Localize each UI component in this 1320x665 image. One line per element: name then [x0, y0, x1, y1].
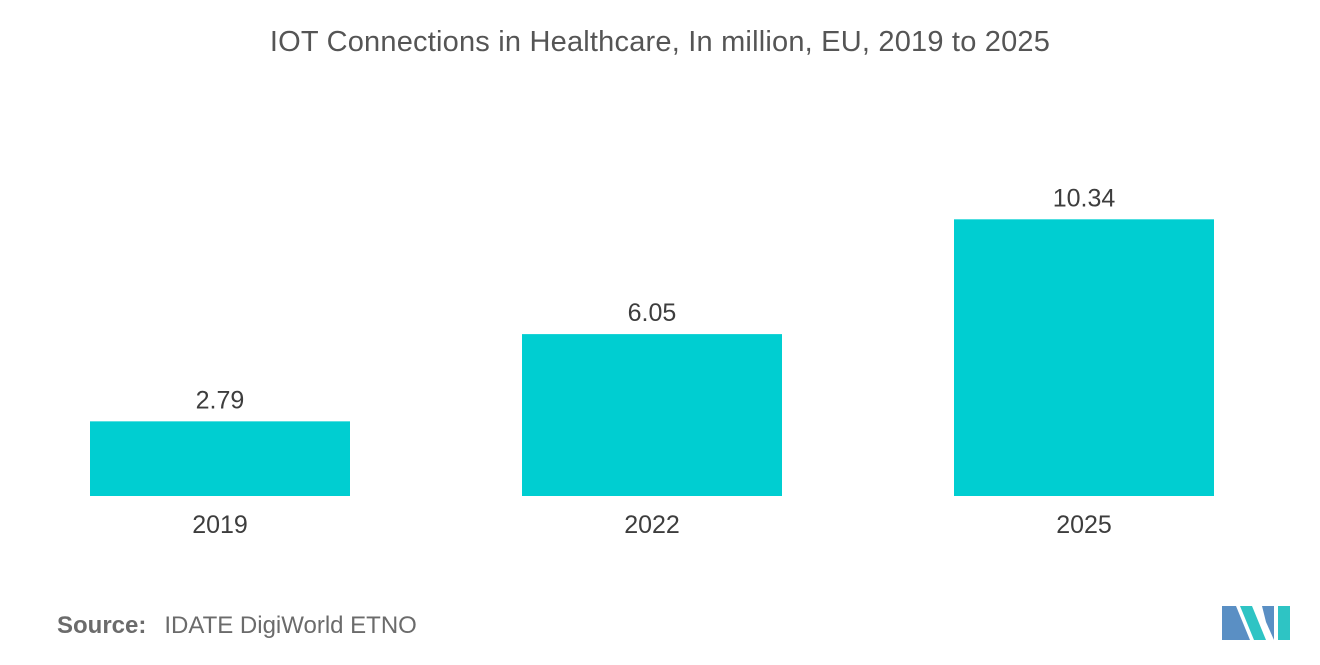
category-label-2019: 2019	[192, 511, 248, 539]
bars-layer	[90, 219, 1214, 496]
chart-title: IOT Connections in Healthcare, In millio…	[269, 26, 1051, 58]
bar-chart: 2.79 6.05 10.34 2019 2022 2025	[90, 184, 1214, 539]
value-label-2025: 10.34	[1053, 184, 1116, 212]
source-text: IDATE DigiWorld ETNO	[164, 612, 417, 639]
source-label: Source:	[57, 612, 147, 639]
category-label-2022: 2022	[624, 511, 680, 539]
category-label-2025: 2025	[1056, 511, 1112, 539]
value-labels-layer: 2.79 6.05 10.34	[196, 184, 1116, 414]
mordor-intelligence-logo-icon	[1222, 606, 1290, 640]
bar-2019	[90, 421, 350, 496]
bar-2025	[954, 219, 1214, 496]
bar-2022	[522, 334, 782, 496]
value-label-2022: 6.05	[628, 299, 677, 327]
category-labels-layer: 2019 2022 2025	[192, 511, 1112, 539]
value-label-2019: 2.79	[196, 386, 245, 414]
source-note: Source: IDATE DigiWorld ETNO	[57, 612, 417, 640]
